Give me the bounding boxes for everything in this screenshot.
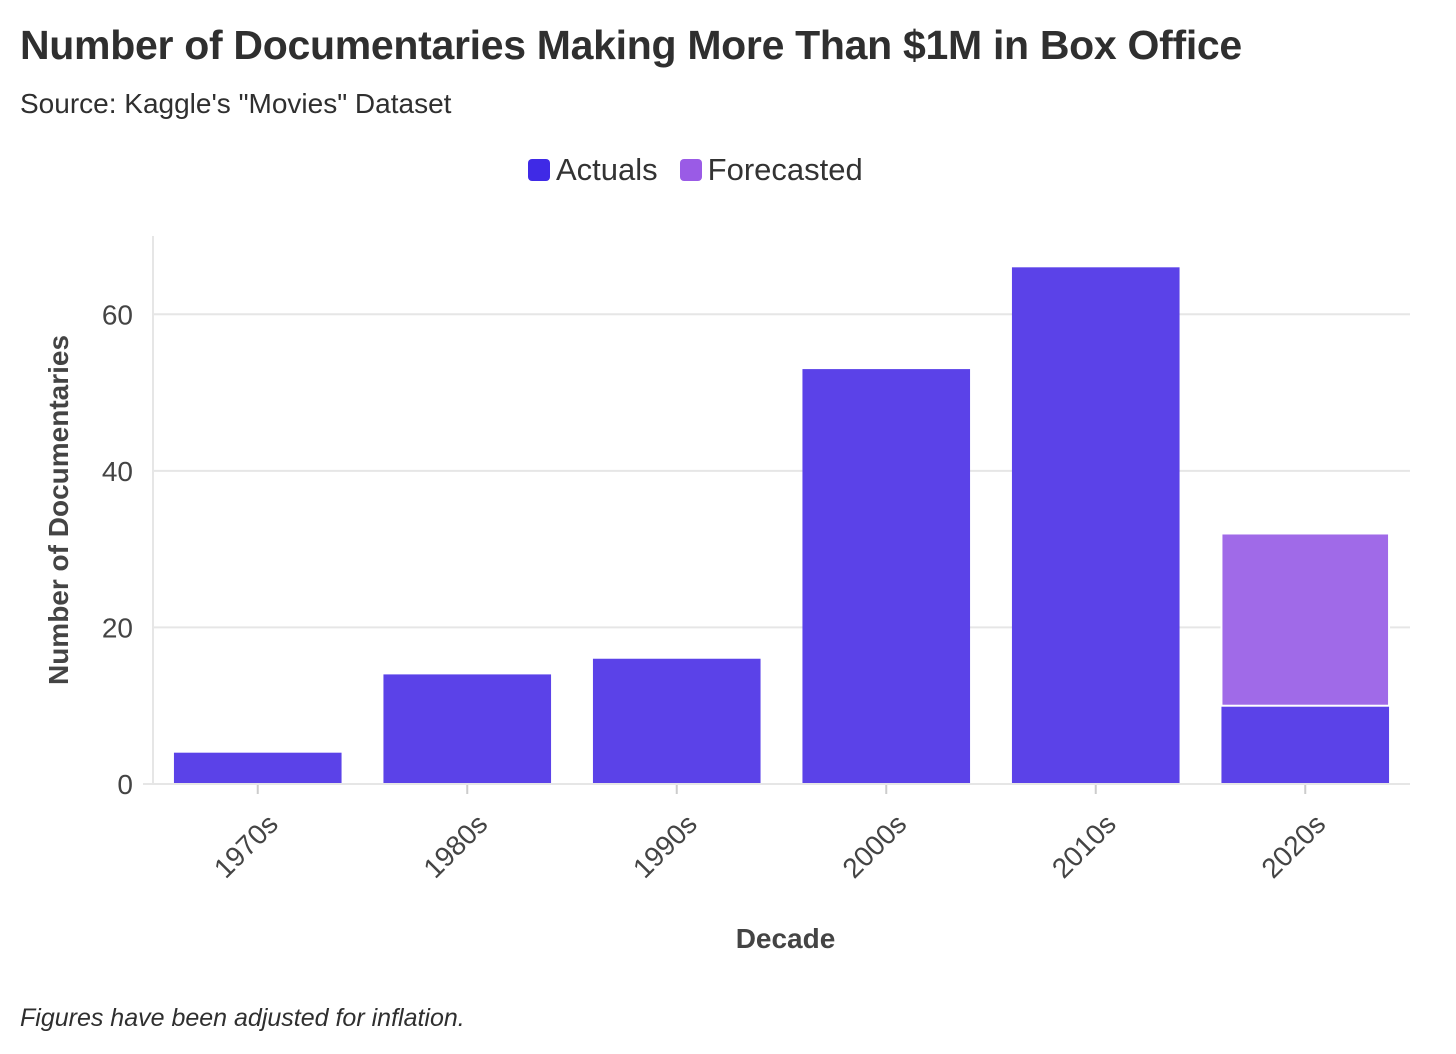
bar-actuals-2020s[interactable]	[1221, 705, 1390, 784]
legend-item-forecasted[interactable]: Forecasted	[679, 152, 863, 188]
legend: Actuals Forecasted	[528, 152, 885, 188]
bar-chart: 0 20 40 60 1970s 1980s 1990s 2000s 2010s 2020s Dec…	[43, 236, 1410, 954]
bars	[173, 267, 1391, 784]
footnote: Figures have been adjusted for inflation…	[20, 1004, 465, 1032]
bar-actuals-2000s[interactable]	[802, 369, 971, 784]
bar-actuals-2010s[interactable]	[1011, 267, 1180, 784]
y-tick-label-20: 20	[102, 612, 133, 643]
x-axis-title: Decade	[736, 923, 836, 954]
y-axis-title: Number of Documentaries	[43, 335, 74, 685]
legend-label-forecasted: Forecasted	[707, 152, 863, 187]
legend-swatch-forecasted	[679, 159, 702, 181]
legend-swatch-actuals	[528, 159, 550, 181]
bar-forecasted-2020s[interactable]	[1220, 532, 1391, 707]
x-tick-label-2020s: 2020s	[1255, 808, 1331, 884]
bar-actuals-1990s[interactable]	[592, 658, 761, 784]
chart-title: Number of Documentaries Making More Than…	[20, 22, 1242, 68]
legend-label-actuals: Actuals	[556, 152, 658, 187]
x-tick-label-1980s: 1980s	[417, 808, 493, 884]
x-tick-label-2000s: 2000s	[836, 808, 912, 884]
axes: 0 20 40 60 1970s 1980s 1990s 2000s 2010s 2020s Dec…	[43, 236, 1410, 954]
y-tick-label-0: 0	[117, 769, 133, 800]
x-tick-label-1990s: 1990s	[627, 808, 703, 884]
x-tick-label-2010s: 2010s	[1046, 808, 1122, 884]
bar-actuals-1980s[interactable]	[383, 674, 552, 784]
y-tick-label-60: 60	[102, 299, 133, 330]
y-tick-label-40: 40	[102, 456, 133, 487]
bar-actuals-1970s[interactable]	[173, 752, 342, 784]
x-tick-label-1970s: 1970s	[208, 808, 284, 884]
chart-subtitle: Source: Kaggle's "Movies" Dataset	[20, 88, 452, 119]
legend-item-actuals[interactable]: Actuals	[528, 152, 658, 188]
